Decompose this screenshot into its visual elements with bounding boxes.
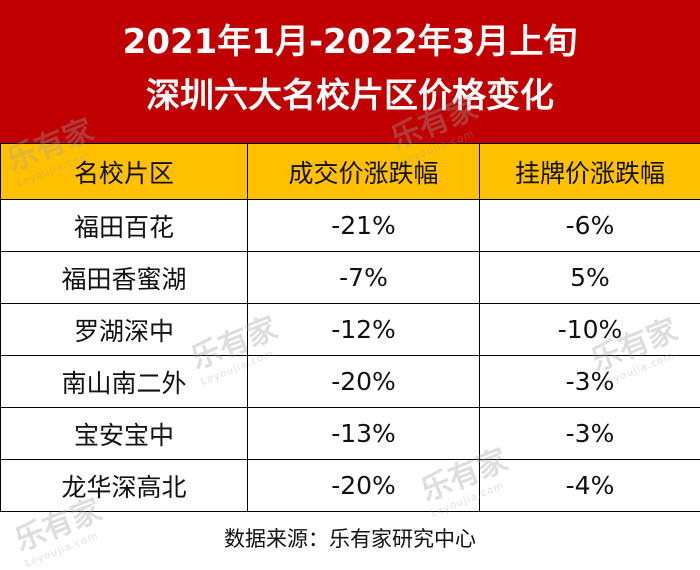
table-row: 福田百花 -21% -6% bbox=[1, 200, 700, 252]
price-change-table: 名校片区 成交价涨跌幅 挂牌价涨跌幅 福田百花 -21% -6% 福田香蜜湖 -… bbox=[0, 143, 700, 512]
title-banner: 2021年1月-2022年3月上旬 深圳六大名校片区价格变化 bbox=[0, 0, 700, 143]
table-row: 罗湖深中 -12% -10% bbox=[1, 304, 700, 356]
table-row: 福田香蜜湖 -7% 5% bbox=[1, 252, 700, 304]
title-line-2: 深圳六大名校片区价格变化 bbox=[0, 76, 700, 116]
listing-change-cell: -3% bbox=[480, 408, 700, 460]
district-cell: 福田香蜜湖 bbox=[1, 252, 248, 304]
title-line-1: 2021年1月-2022年3月上旬 bbox=[0, 22, 700, 62]
deal-change-cell: -13% bbox=[248, 408, 480, 460]
header-deal-change: 成交价涨跌幅 bbox=[248, 144, 480, 200]
table-row: 宝安宝中 -13% -3% bbox=[1, 408, 700, 460]
deal-change-cell: -7% bbox=[248, 252, 480, 304]
deal-change-cell: -20% bbox=[248, 460, 480, 512]
district-cell: 南山南二外 bbox=[1, 356, 248, 408]
district-cell: 福田百花 bbox=[1, 200, 248, 252]
district-cell: 龙华深高北 bbox=[1, 460, 248, 512]
table-header-row: 名校片区 成交价涨跌幅 挂牌价涨跌幅 bbox=[1, 144, 700, 200]
deal-change-cell: -21% bbox=[248, 200, 480, 252]
header-listing-change: 挂牌价涨跌幅 bbox=[480, 144, 700, 200]
listing-change-cell: -4% bbox=[480, 460, 700, 512]
listing-change-cell: -6% bbox=[480, 200, 700, 252]
table-row: 南山南二外 -20% -3% bbox=[1, 356, 700, 408]
deal-change-cell: -12% bbox=[248, 304, 480, 356]
district-cell: 罗湖深中 bbox=[1, 304, 248, 356]
header-district: 名校片区 bbox=[1, 144, 248, 200]
listing-change-cell: -3% bbox=[480, 356, 700, 408]
district-cell: 宝安宝中 bbox=[1, 408, 248, 460]
data-source-note: 数据来源：乐有家研究中心 bbox=[0, 524, 700, 554]
table-row: 龙华深高北 -20% -4% bbox=[1, 460, 700, 512]
listing-change-cell: 5% bbox=[480, 252, 700, 304]
listing-change-cell: -10% bbox=[480, 304, 700, 356]
deal-change-cell: -20% bbox=[248, 356, 480, 408]
